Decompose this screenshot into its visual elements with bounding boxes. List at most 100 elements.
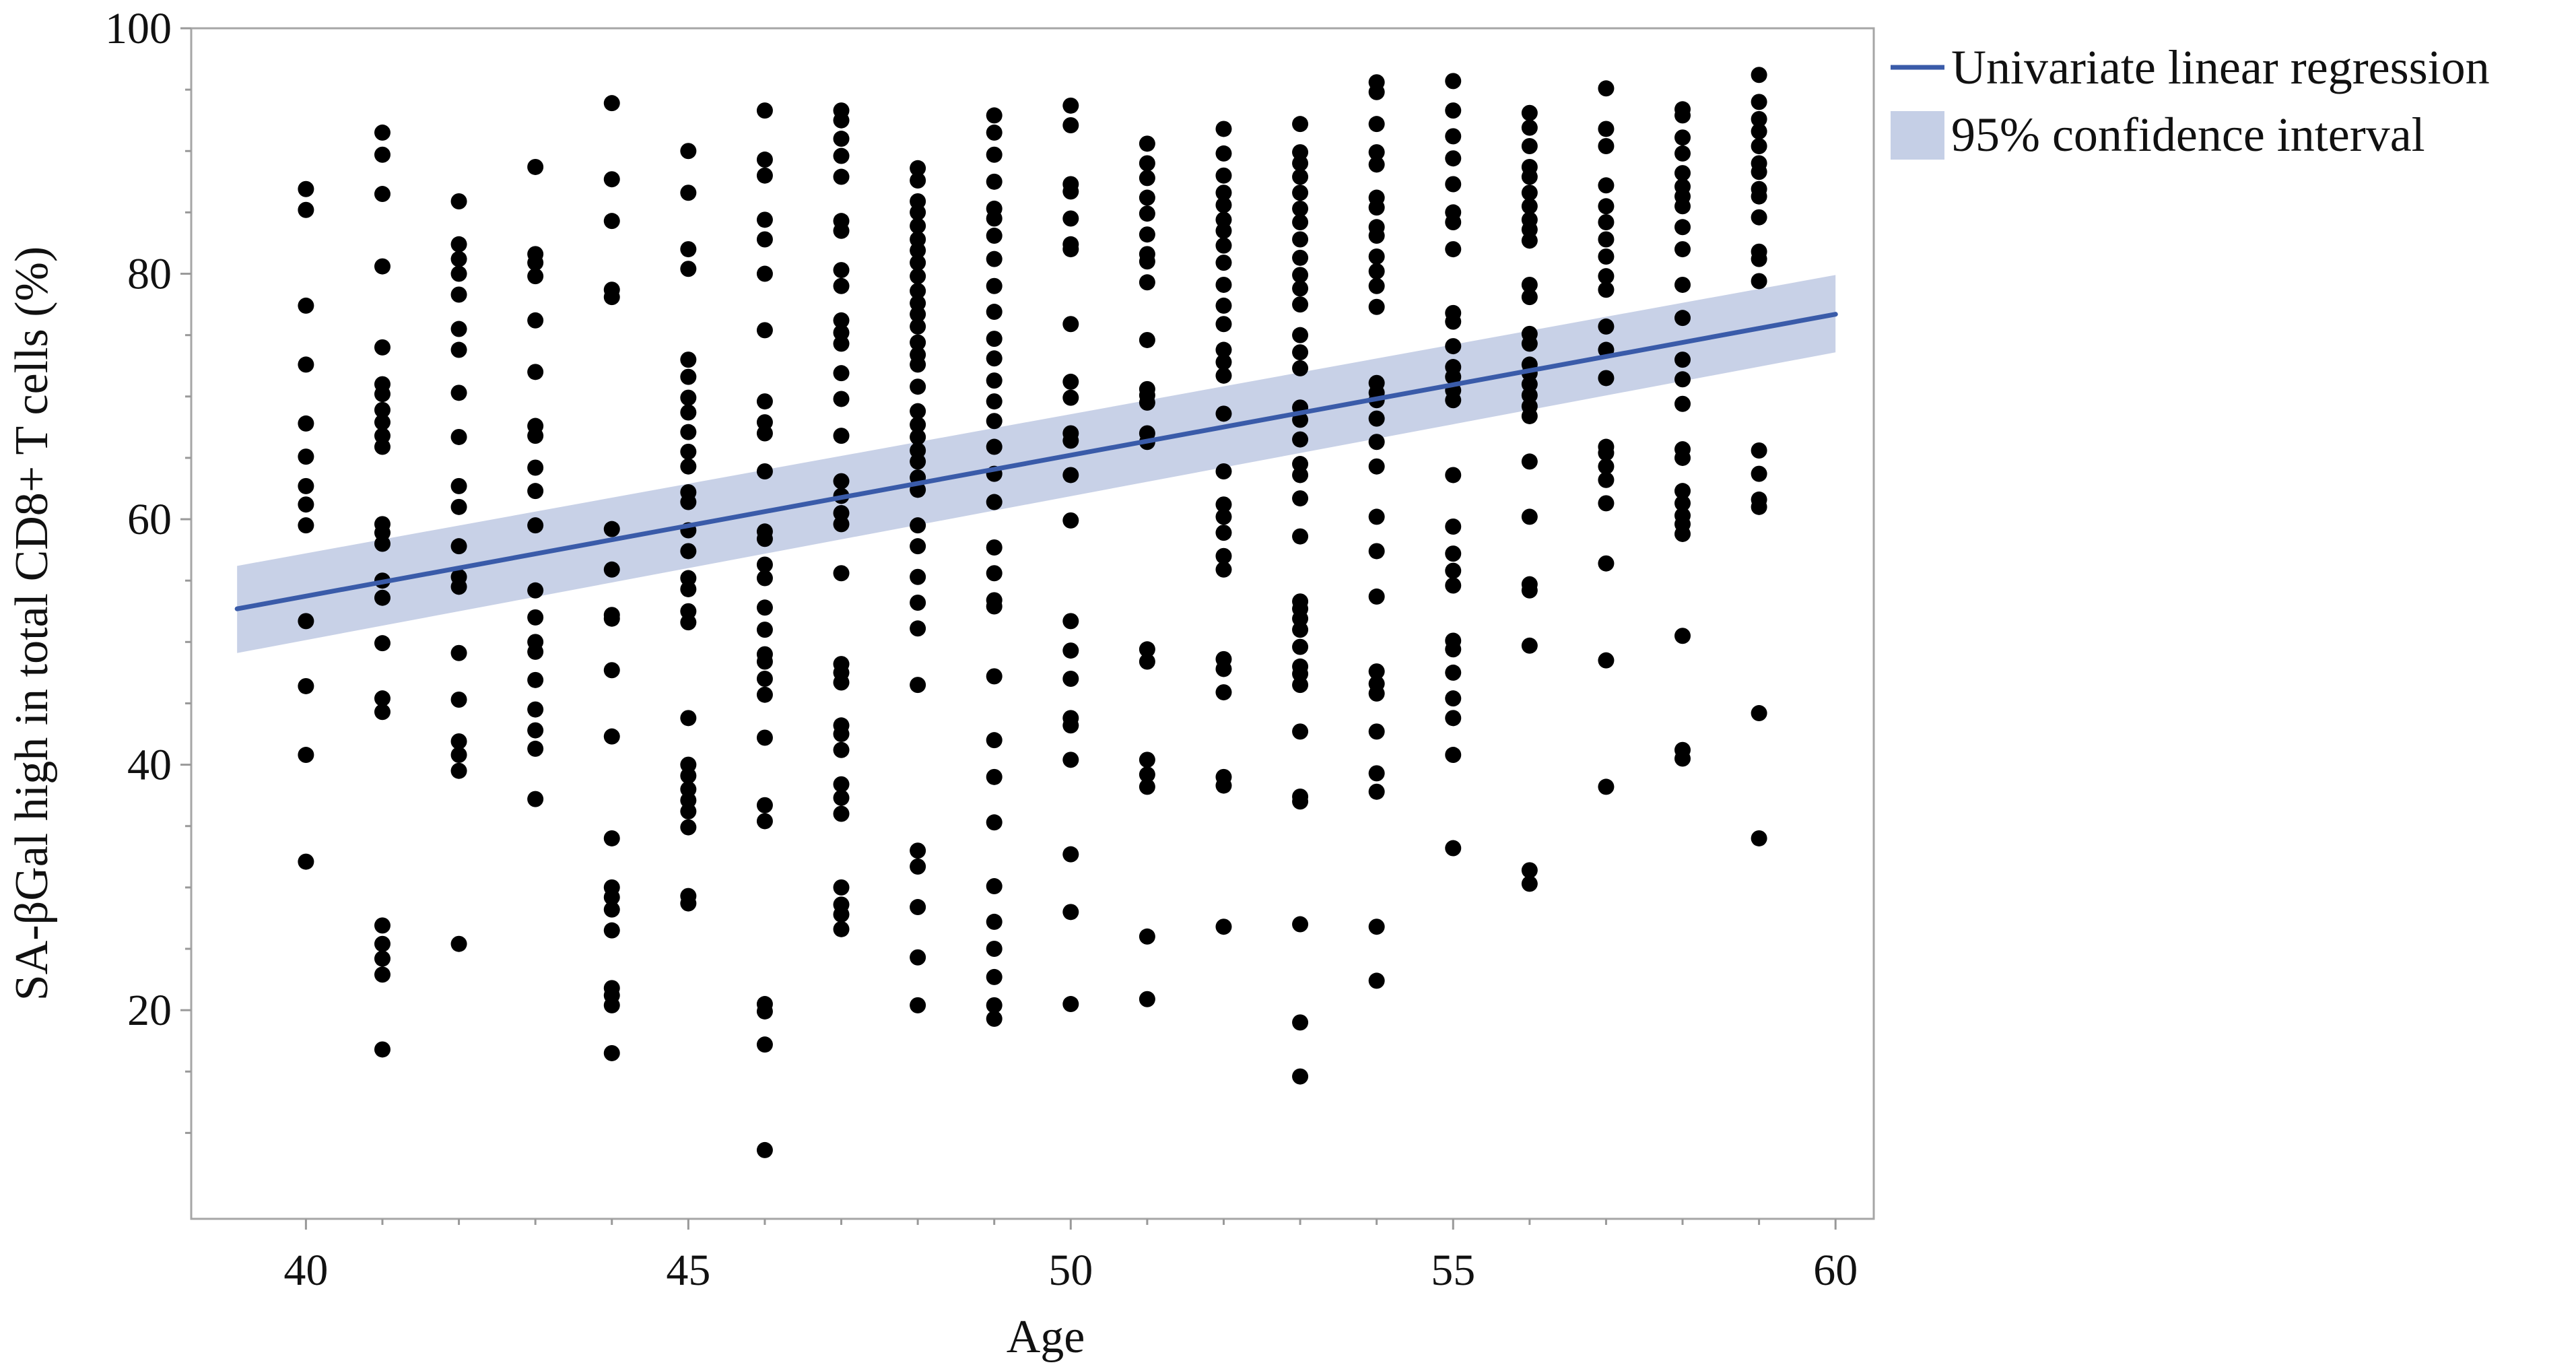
data-points-layer (298, 67, 1767, 1158)
data-point (527, 517, 544, 534)
data-point (1139, 641, 1155, 658)
data-point (910, 453, 926, 470)
data-point (1445, 840, 1462, 857)
data-point (1445, 664, 1462, 681)
data-point (1368, 263, 1385, 279)
data-point (986, 124, 1003, 141)
data-point (450, 762, 467, 779)
data-point (833, 741, 850, 758)
data-point (1521, 376, 1538, 393)
data-point (298, 477, 314, 494)
data-point (1445, 747, 1462, 764)
data-point (527, 459, 544, 476)
data-point (756, 322, 773, 339)
data-point (756, 556, 773, 573)
data-point (910, 997, 926, 1013)
data-point (1292, 168, 1309, 185)
data-point (450, 538, 467, 555)
data-point (910, 356, 926, 373)
y-tick-label: 20 (127, 986, 172, 1035)
data-point (450, 935, 467, 952)
data-point (756, 622, 773, 638)
data-point (527, 364, 544, 380)
data-point (374, 401, 391, 418)
data-point (756, 686, 773, 703)
data-point (374, 258, 391, 275)
data-point (1292, 280, 1309, 297)
data-point (680, 241, 697, 258)
data-point (986, 173, 1003, 190)
data-point (1215, 145, 1232, 162)
data-point (1751, 94, 1767, 110)
data-point (833, 879, 850, 896)
data-point (910, 538, 926, 555)
data-point (756, 265, 773, 282)
data-point (450, 236, 467, 253)
data-point (1062, 389, 1079, 406)
data-point (910, 204, 926, 221)
data-point (298, 677, 314, 694)
data-point (450, 644, 467, 661)
regression-line (234, 312, 1838, 611)
data-point (910, 160, 926, 176)
data-point (1292, 200, 1309, 217)
data-point (756, 231, 773, 248)
data-point (1215, 167, 1232, 184)
data-point (1674, 129, 1691, 146)
data-point (374, 438, 391, 455)
data-point (1751, 498, 1767, 515)
data-point (1215, 211, 1232, 228)
data-point (1445, 519, 1462, 535)
data-point (374, 690, 391, 707)
data-point (910, 242, 926, 259)
x-axis-tick-labels: 40 45 50 55 60 (283, 1246, 1858, 1295)
data-point (680, 614, 697, 631)
data-point (1674, 219, 1691, 236)
data-point (1292, 116, 1309, 133)
data-point (1598, 555, 1615, 572)
data-point (1368, 116, 1385, 133)
data-point (756, 414, 773, 431)
data-point (527, 268, 544, 285)
data-point (680, 580, 697, 597)
data-point (1751, 164, 1767, 180)
data-point (374, 589, 391, 606)
data-point (833, 921, 850, 937)
data-point (1751, 67, 1767, 84)
data-point (910, 858, 926, 875)
data-point (1368, 199, 1385, 216)
data-point (1751, 188, 1767, 205)
data-point (527, 483, 544, 500)
data-point (1062, 183, 1079, 200)
data-point (833, 428, 850, 444)
data-point (1215, 354, 1232, 370)
data-point (450, 385, 467, 401)
data-point (527, 255, 544, 271)
data-point (1521, 289, 1538, 306)
data-point (1674, 395, 1691, 412)
data-point (910, 442, 926, 459)
data-point (603, 213, 620, 230)
data-point (1292, 528, 1309, 545)
data-point (833, 168, 850, 185)
data-point (1445, 690, 1462, 707)
data-point (1215, 222, 1232, 239)
data-point (910, 416, 926, 433)
data-point (910, 295, 926, 312)
data-point (1062, 904, 1079, 921)
data-point (1674, 198, 1691, 215)
y-axis-title: SA-βGal high in total CD8+ T cells (%) (6, 246, 58, 1001)
data-point (1062, 752, 1079, 768)
data-point (1139, 928, 1155, 945)
data-point (374, 950, 391, 967)
data-point (1215, 197, 1232, 213)
data-point (1062, 210, 1079, 227)
data-point (1521, 104, 1538, 121)
data-point (1062, 373, 1079, 390)
data-point (450, 733, 467, 749)
data-point (450, 286, 467, 303)
data-point (1292, 638, 1309, 655)
data-point (603, 901, 620, 918)
data-point (756, 167, 773, 184)
data-point (450, 265, 467, 282)
